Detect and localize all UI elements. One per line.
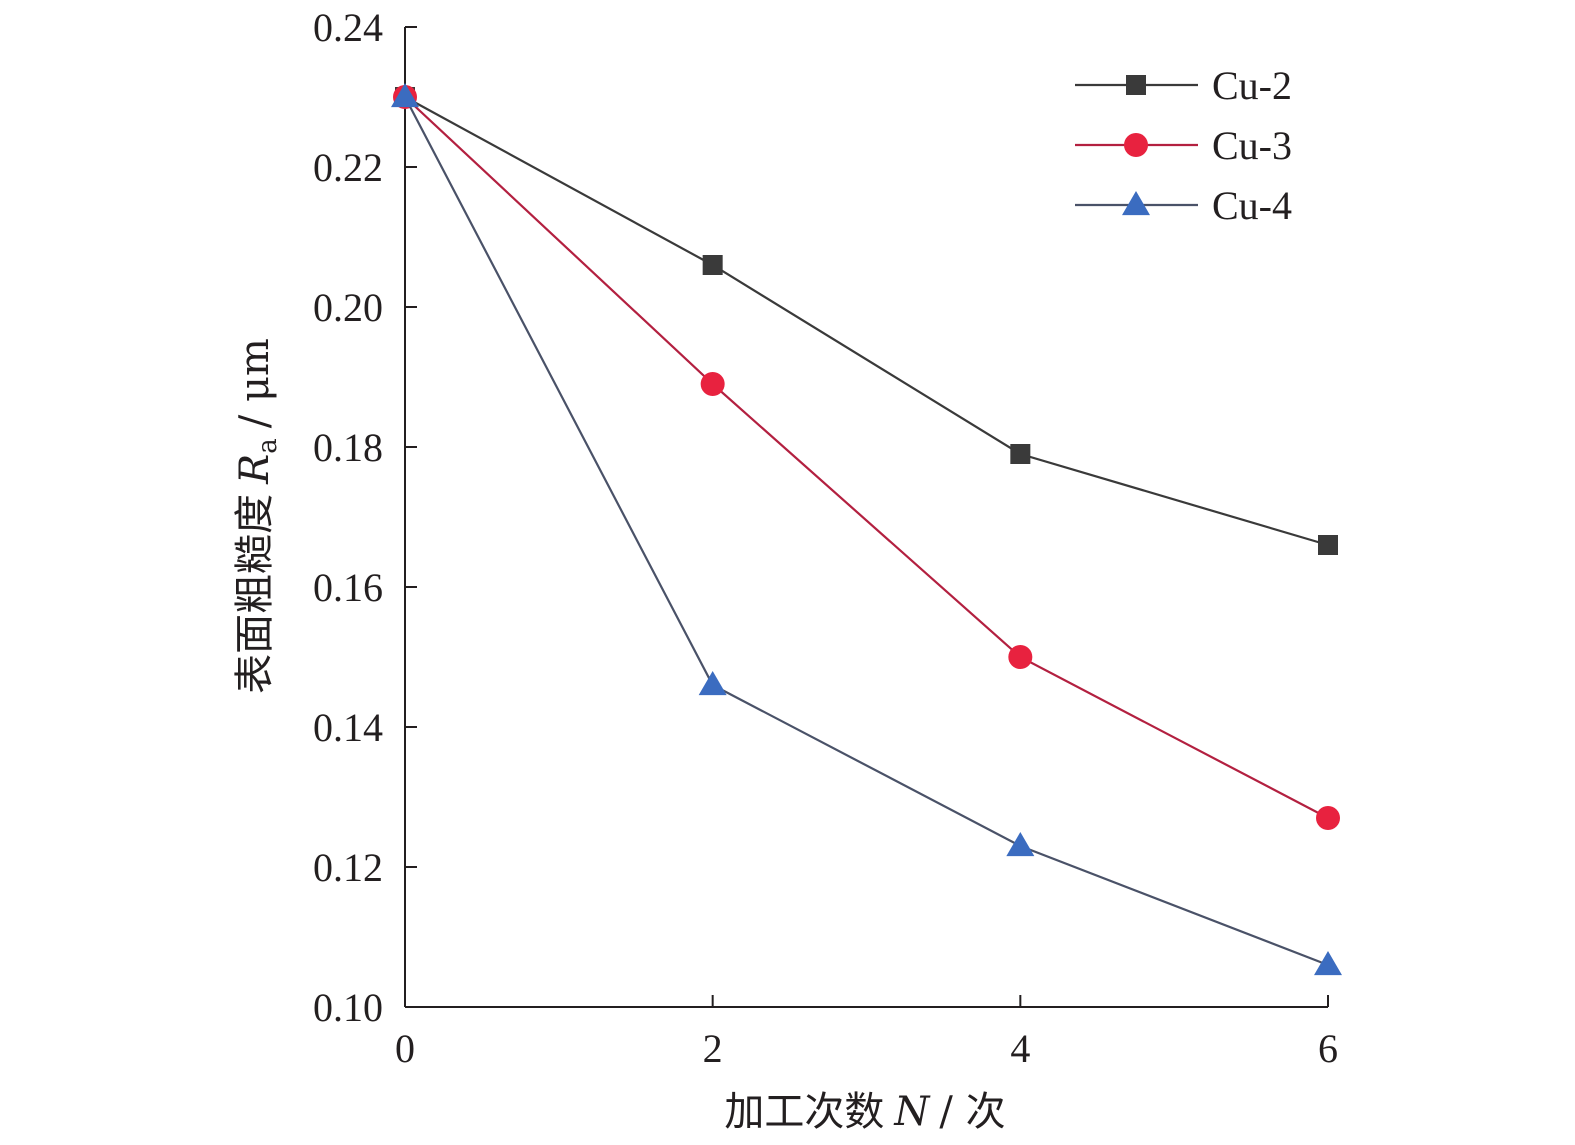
data-point-cu-2 <box>1318 535 1338 555</box>
y-tick-label: 0.10 <box>313 985 383 1030</box>
data-point-cu-4 <box>1006 832 1035 857</box>
series-cu-4 <box>391 83 1342 976</box>
axes: 0.10 0.12 0.14 0.16 0.18 0.20 0.22 0.24 0 2 4 6 <box>313 5 1338 1071</box>
data-point-cu-3 <box>1008 645 1033 669</box>
data-point-cu-3 <box>1316 806 1340 830</box>
series-cu-2 <box>395 87 1338 555</box>
legend-label: Cu-2 <box>1212 63 1292 108</box>
y-tick-label: 0.20 <box>313 285 383 330</box>
y-tick-label: 0.14 <box>313 705 383 750</box>
data-point-cu-3 <box>700 372 725 396</box>
data-point-cu-2 <box>1010 444 1031 464</box>
x-axis-title-unit: / 次 <box>939 1089 1005 1135</box>
x-axis-title: 加工次数 N / 次 <box>724 1089 1005 1135</box>
y-tick-label: 0.22 <box>313 145 383 190</box>
legend-marker-square <box>1126 75 1146 95</box>
series-cu-3 <box>393 85 1340 830</box>
series-line-cu-3 <box>404 96 1329 819</box>
legend-item-cu-4: Cu-4 <box>1075 183 1292 228</box>
y-axis-title-unit: / μm <box>232 338 278 428</box>
legend: Cu-2 Cu-3 Cu-4 <box>1075 63 1292 228</box>
y-tick-label: 0.18 <box>313 425 383 470</box>
legend-label: Cu-4 <box>1212 183 1292 228</box>
y-tick-label: 0.24 <box>313 5 383 50</box>
y-tick-label: 0.16 <box>313 565 383 610</box>
series-line-cu-2 <box>404 96 1329 547</box>
legend-item-cu-2: Cu-2 <box>1075 63 1292 108</box>
y-axis-title: 表面粗糙度 Ra / μm <box>232 338 283 694</box>
legend-item-cu-3: Cu-3 <box>1075 123 1292 168</box>
series-layer <box>391 83 1342 976</box>
x-axis-title-main: 加工次数 <box>724 1089 884 1135</box>
legend-label: Cu-3 <box>1212 123 1292 168</box>
y-axis-title-symbol: R <box>232 454 278 485</box>
y-axis-title-subscript: a <box>253 438 283 454</box>
y-axis-title-main: 表面粗糙度 <box>232 494 278 694</box>
legend-marker-triangle <box>1122 191 1150 216</box>
data-point-cu-2 <box>702 255 723 275</box>
legend-marker-circle <box>1124 133 1148 157</box>
data-point-cu-4 <box>391 83 419 108</box>
x-tick-label: 6 <box>1318 1026 1338 1071</box>
x-axis-title-symbol: N <box>893 1089 931 1135</box>
x-tick-label: 0 <box>395 1026 415 1071</box>
y-tick-label: 0.12 <box>313 845 383 890</box>
x-tick-label: 2 <box>703 1026 723 1071</box>
x-tick-label: 4 <box>1010 1026 1030 1071</box>
data-point-cu-4 <box>698 671 727 696</box>
series-line-cu-4 <box>404 96 1329 967</box>
data-point-cu-4 <box>1314 951 1342 976</box>
